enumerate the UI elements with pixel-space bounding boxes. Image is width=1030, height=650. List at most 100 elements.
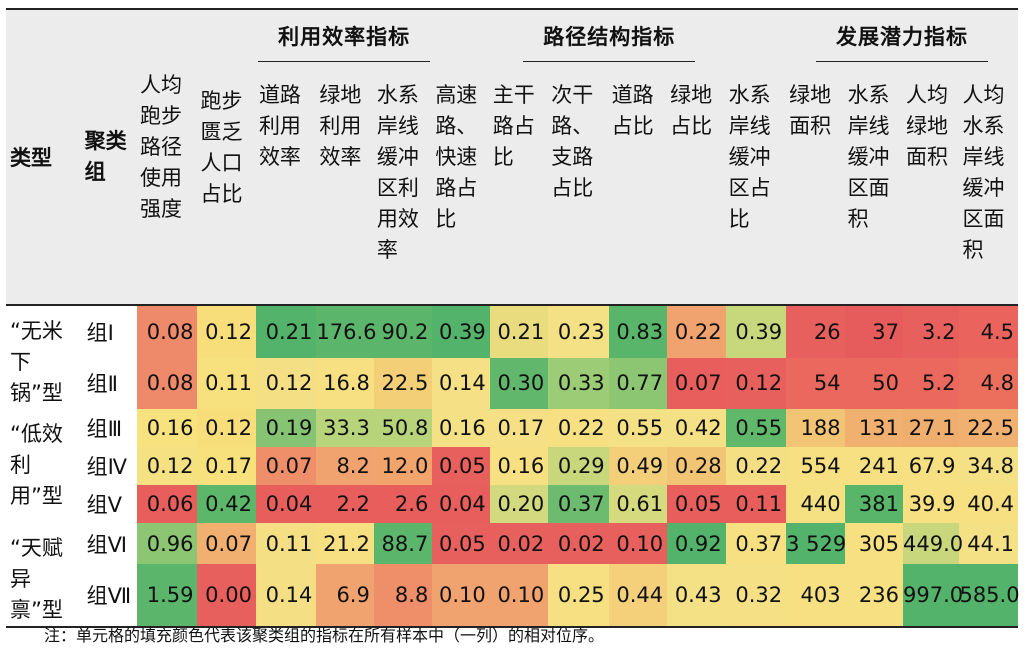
group-label: 组Ⅴ (86, 493, 122, 517)
data-cell: 0.30 (489, 357, 549, 409)
col-header-8: 次干路、支路占比 (548, 72, 609, 306)
data-cell: 0.19 (255, 409, 317, 447)
footnote: 注：单元格的填充颜色代表该聚类组的指标在所有样本中（一列）的相对位序。 (44, 626, 605, 645)
data-cell: 0.33 (548, 357, 609, 409)
data-cell: 5.2 (903, 357, 960, 409)
data-cell: 2.6 (373, 485, 433, 523)
data-cell: 0.55 (608, 409, 668, 447)
group-label: 组Ⅶ (86, 584, 132, 609)
data-cell: 131 (844, 409, 904, 447)
table-row: 组Ⅴ 0.06 0.42 0.04 2.2 2.6 0.04 0.20 0.37 0.61 0.05… (6, 485, 1018, 523)
data-cell: 0.04 (432, 485, 490, 523)
col-header-10: 绿地占比 (667, 72, 726, 306)
col-header-11: 水系岸线缓冲区占比 (725, 72, 787, 306)
data-cell: 0.42 (667, 409, 726, 447)
data-cell: 241 (844, 447, 904, 485)
data-cell: 26 (786, 305, 845, 358)
table-row: 组Ⅳ 0.12 0.17 0.07 8.2 12.0 0.05 0.16 0.29 0.49 0.2… (6, 447, 1018, 485)
data-cell: 0.39 (432, 305, 490, 358)
data-cell: 3 529 (786, 523, 846, 565)
data-cell: 0.21 (255, 305, 317, 358)
col-header-3: 道路利用效率 (255, 72, 317, 306)
data-cell: 0.05 (432, 447, 490, 485)
data-cell: 0.22 (725, 447, 787, 485)
data-cell: 0.32 (725, 564, 787, 627)
data-cell: 0.06 (137, 485, 198, 523)
data-cell: 39.9 (903, 485, 960, 523)
data-cell: 0.12 (197, 305, 256, 358)
data-cell: 0.29 (548, 447, 609, 485)
data-cell: 0.02 (489, 523, 549, 565)
data-cell: 0.92 (667, 523, 726, 565)
col-header-13: 水系岸线缓冲区面积 (844, 72, 904, 306)
section-structure: 路径结构指标 (523, 21, 696, 62)
data-cell: 21.2 (316, 523, 374, 565)
data-cell: 0.17 (489, 409, 549, 447)
data-cell: 0.04 (255, 485, 317, 523)
col-header-5: 水系岸线缓冲区利用效率 (373, 72, 433, 306)
data-cell: 0.14 (255, 564, 317, 627)
group-label: 组Ⅳ (86, 455, 127, 479)
col-header-9: 道路占比 (608, 72, 668, 306)
data-cell: 22.5 (959, 409, 1018, 447)
data-cell: 0.25 (548, 564, 609, 627)
table-row: “天赋异禀”型 组Ⅵ 0.96 0.07 0.11 21.2 88.7 0.05 0.02 0.0… (6, 523, 1018, 628)
data-cell: 0.10 (608, 523, 668, 565)
data-cell: 305 (844, 523, 904, 565)
data-cell: 0.39 (725, 305, 787, 358)
type-label: “天赋异禀”型 (6, 523, 83, 628)
col-header-2: 跑步匮乏人口占比 (197, 9, 256, 306)
data-cell: 0.14 (432, 357, 490, 409)
data-cell: 0.12 (255, 357, 317, 409)
data-cell: 0.55 (725, 409, 787, 447)
data-cell: 0.11 (197, 357, 256, 409)
table-row: 组Ⅶ 1.59 0.00 0.14 6.9 8.8 0.10 0.10 0.25 0.44 0.43… (6, 564, 1020, 627)
data-cell: 0.05 (667, 485, 726, 523)
data-cell: 0.20 (489, 485, 549, 523)
data-cell: 997.0 (903, 564, 963, 627)
data-cell: 4.5 (959, 305, 1018, 358)
data-cell: 0.12 (137, 447, 198, 485)
data-cell: 585.0 (959, 564, 1020, 627)
data-cell: 0.10 (489, 564, 549, 627)
data-cell: 0.10 (432, 564, 490, 627)
data-cell: 27.1 (903, 409, 960, 447)
data-cell: 0.23 (548, 305, 609, 358)
data-cell: 0.12 (197, 409, 256, 447)
data-cell: 0.07 (197, 523, 256, 565)
type-label: “无米下锅”型 (10, 319, 63, 405)
data-cell: 37 (844, 305, 904, 358)
data-cell: 40.4 (959, 485, 1018, 523)
data-cell: 90.2 (373, 305, 433, 358)
group-label: 组Ⅲ (86, 417, 123, 441)
data-cell: 67.9 (903, 447, 960, 485)
group-label: 组Ⅱ (86, 372, 118, 397)
data-cell: 0.43 (667, 564, 726, 627)
data-cell: 54 (786, 357, 845, 409)
data-cell: 0.22 (667, 305, 726, 358)
data-cell: 8.8 (373, 564, 433, 627)
data-cell: 0.42 (197, 485, 256, 523)
data-cell: 0.12 (725, 357, 787, 409)
table-row: “无米下锅”型 组Ⅰ 0.08 0.12 0.21 176.6 90.2 0.39 0.21 0.… (6, 305, 1018, 405)
col-header-1: 人均跑步路径使用强度 (137, 9, 198, 306)
data-cell: 22.5 (373, 357, 433, 409)
data-cell: 50.8 (373, 409, 433, 447)
data-cell: 1.59 (137, 564, 198, 627)
data-cell: 0.16 (432, 409, 490, 447)
table-row: 组Ⅱ 0.08 0.11 0.12 16.8 22.5 0.14 0.30 0.33 0.77 0.… (6, 357, 1018, 409)
group-header: 聚类组 (82, 9, 138, 306)
data-cell: 0.28 (667, 447, 726, 485)
type-header: 类型 (6, 9, 83, 306)
col-header-14: 人均绿地面积 (903, 72, 960, 306)
data-cell: 0.16 (489, 447, 549, 485)
group-label: 组Ⅵ (86, 532, 127, 557)
data-cell: 0.07 (667, 357, 726, 409)
data-cell: 0.37 (548, 485, 609, 523)
data-cell: 0.83 (608, 305, 668, 358)
section-potential: 发展潜力指标 (816, 21, 989, 62)
data-cell: 2.2 (316, 485, 374, 523)
data-cell: 50 (844, 357, 904, 409)
section-efficiency: 利用效率指标 (258, 21, 431, 62)
